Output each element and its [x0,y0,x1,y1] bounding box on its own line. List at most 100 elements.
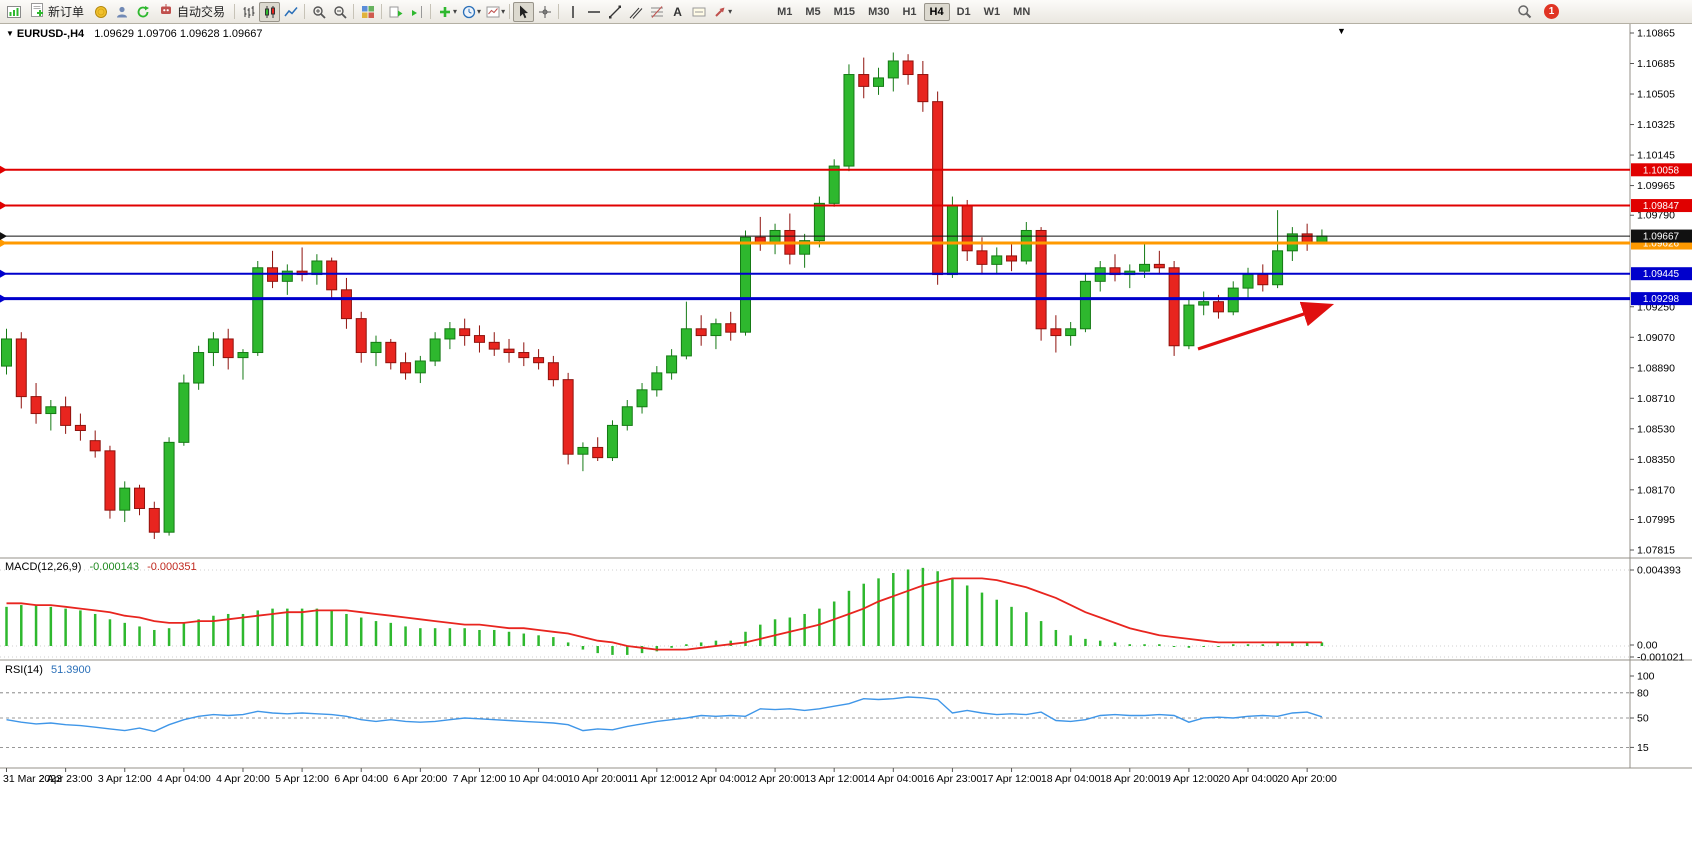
time-axis-label: 13 Apr 12:00 [804,773,864,785]
chart-shift-icon[interactable] [406,2,427,22]
macd-histogram-bar [271,608,274,646]
time-axis-label: 12 Apr 04:00 [686,773,746,785]
candle-body [370,341,382,354]
timeframe-button-M5[interactable]: M5 [805,5,821,18]
chevron-down-icon[interactable]: ▾ [501,7,506,16]
candle-body [355,318,367,354]
rsi-indicator-name: RSI(14) [5,664,43,676]
crosshair-icon[interactable] [534,2,555,22]
new-order-button[interactable]: 新订单 [24,2,90,22]
fibonacci-tool-icon[interactable] [646,2,667,22]
macd-histogram-bar [921,567,925,646]
macd-histogram-bar [951,578,954,646]
time-axis-label: 5 Apr 12:00 [275,773,329,785]
macd-histogram-bar [478,629,481,646]
timeframe-button-H4[interactable]: H4 [923,2,950,21]
auto-trading-label: 自动交易 [177,5,226,19]
toolbar-separator [234,4,236,19]
chevron-down-icon[interactable]: ▾ [453,7,458,16]
macd-histogram-bar [1187,646,1191,648]
timeframe-button-M30[interactable]: M30 [868,5,890,18]
price-axis-label: 1.10865 [1637,28,1675,40]
candle-body [104,450,116,511]
candlestick-chart-icon[interactable] [259,1,281,22]
timeframe-button-M15[interactable]: M15 [833,5,856,18]
channel-tool-icon[interactable] [625,2,646,22]
indicators-icon[interactable] [434,2,455,22]
toolbar-separator [353,4,355,19]
macd-histogram-bar [197,619,200,646]
macd-histogram-bar [108,619,112,646]
macd-histogram-bar [1231,644,1235,646]
text-tool-icon[interactable]: A [673,4,682,19]
macd-histogram-bar [862,583,865,646]
bar-chart-icon[interactable] [238,2,259,22]
macd-histogram-bar [448,628,452,646]
macd-histogram-bar [1276,642,1279,646]
oneclick-trading-toggle-icon[interactable]: ▼ [1337,26,1346,36]
time-axis-label: 7 Apr 12:00 [453,773,507,785]
refresh-icon[interactable] [132,2,153,22]
macd-histogram-bar [404,626,407,646]
toolbar-separator [558,4,560,19]
templates-icon[interactable] [482,2,503,22]
auto-scroll-icon[interactable] [385,2,406,22]
time-axis-label: 12 Apr 20:00 [745,773,805,785]
chart-canvas[interactable]: 1.10865 1.10685 1.10505 1.10325 1.10145 1.099… [0,24,1692,852]
search-icon[interactable] [1514,2,1535,22]
macd-histogram-bar [153,629,156,646]
macd-histogram-bar [611,646,614,655]
toolbar-separator [509,4,511,19]
candle-body [193,352,205,384]
vertical-line-tool-icon[interactable] [562,2,583,22]
auto-trading-button[interactable]: 自动交易 [153,2,231,22]
chevron-down-icon[interactable]: ▾ [477,7,482,16]
text-label-tool-icon[interactable] [688,2,709,22]
notification-badge[interactable]: 1 [1544,4,1559,19]
timeframe-button-H1[interactable]: H1 [902,5,917,18]
macd-histogram-bar [49,606,53,646]
new-chart-icon[interactable] [3,2,24,22]
macd-histogram-bar [5,606,8,646]
candle-body [902,60,914,76]
timeframe-button-MN[interactable]: MN [1013,5,1031,18]
candle-body [991,255,1003,265]
chevron-down-icon[interactable]: ▾ [728,7,733,16]
line-chart-icon[interactable] [280,2,301,22]
time-axis-label: 31 Mar 2023 [3,773,62,785]
symbol-dropdown-icon[interactable]: ▼ [6,29,14,38]
candle-body [1006,255,1018,262]
tile-windows-icon[interactable] [357,2,378,22]
cursor-icon[interactable] [513,1,535,22]
candle-body [858,74,870,87]
rsi-line [6,696,1323,733]
macd-axis-label: 0.00 [1637,640,1658,652]
rsi-axis-label: 80 [1637,687,1649,699]
zoom-out-icon[interactable] [329,2,350,22]
arrow-objects-icon[interactable] [709,2,730,22]
candle-body [1035,229,1047,330]
periods-clock-icon[interactable] [458,2,479,22]
zoom-in-icon[interactable] [308,2,329,22]
deposit-icon[interactable] [90,2,111,22]
timeframe-button-W1[interactable]: W1 [983,5,1001,18]
level-left-marker [0,269,7,278]
account-icon[interactable] [111,2,132,22]
trendline-tool-icon[interactable] [604,2,625,22]
timeframe-button-M1[interactable]: M1 [777,5,793,18]
toolbar-right-group: 1 [1514,2,1559,22]
candle-body [518,352,530,359]
candle-body [429,338,441,362]
macd-histogram-bar [995,599,999,646]
annotation-arrow[interactable] [1197,301,1335,351]
timeframe-button-D1[interactable]: D1 [956,5,971,18]
horizontal-line-tool-icon[interactable] [583,2,604,22]
macd-histogram-bar [419,628,422,646]
macd-histogram-bar [847,590,851,646]
level-left-marker [0,201,7,210]
candle-body [237,352,249,359]
macd-histogram-bar [1010,606,1013,646]
price-badge-label: 1.10058 [1643,165,1680,176]
candle-body [503,348,515,354]
toolbar-separator [381,4,383,19]
